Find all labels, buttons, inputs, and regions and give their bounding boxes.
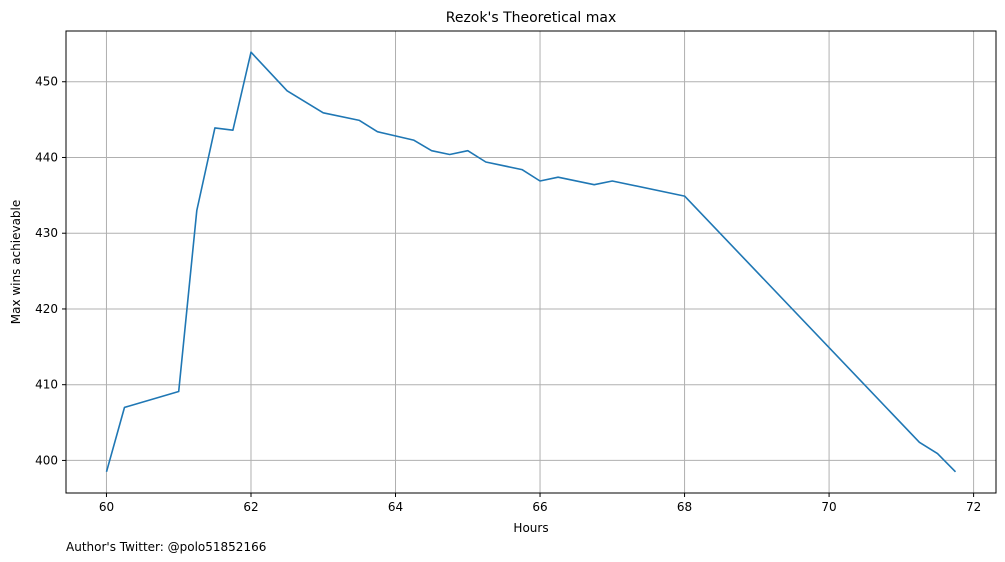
x-tick-label: 62	[243, 500, 258, 514]
chart-title: Rezok's Theoretical max	[446, 10, 617, 26]
y-tick-label: 400	[35, 453, 58, 467]
plot-frame	[65, 30, 997, 494]
grid	[66, 31, 996, 493]
x-tick-label: 64	[388, 500, 403, 514]
author-twitter-note: Author's Twitter: @polo51852166	[66, 540, 266, 554]
y-axis-ticks: 400 410 420 430 440 450	[35, 75, 66, 467]
y-tick-label: 410	[35, 378, 58, 392]
y-tick-label: 420	[35, 302, 58, 316]
y-tick-label: 430	[35, 226, 58, 240]
x-tick-label: 72	[966, 500, 981, 514]
y-tick-label: 440	[35, 150, 58, 164]
x-tick-label: 68	[677, 500, 692, 514]
series-layer	[105, 51, 957, 473]
x-tick-label: 66	[532, 500, 547, 514]
y-tick-label: 450	[35, 75, 58, 89]
x-axis-ticks: 60 62 64 66 68 70 72	[99, 493, 981, 514]
series-line	[105, 51, 957, 473]
x-tick-label: 70	[821, 500, 836, 514]
x-tick-label: 60	[99, 500, 114, 514]
y-axis-title: Max wins achievable	[9, 200, 23, 325]
x-axis-title: Hours	[513, 521, 548, 535]
